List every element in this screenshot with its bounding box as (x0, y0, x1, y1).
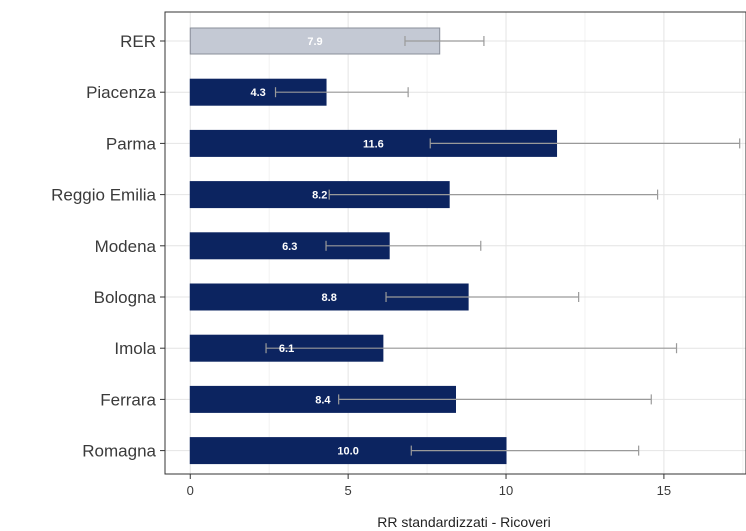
data-label: 8.2 (312, 190, 327, 202)
y-tick-label: Bologna (94, 288, 157, 307)
x-tick-label: 5 (345, 483, 352, 498)
data-label: 4.3 (251, 87, 266, 99)
x-tick-label: 0 (187, 483, 194, 498)
data-label: 10.0 (337, 446, 358, 458)
y-tick-label: Modena (95, 237, 157, 256)
x-axis-title: RR standardizzati - Ricoveri (377, 514, 551, 530)
y-tick-label: Piacenza (86, 83, 156, 102)
bars (189, 27, 558, 465)
plot-frame (164, 11, 746, 475)
data-label: 11.6 (363, 138, 384, 150)
bar (189, 27, 441, 55)
y-tick-label: Imola (114, 339, 156, 358)
x-tick-label: 10 (499, 483, 513, 498)
data-label: 7.9 (307, 36, 322, 48)
y-axis-ticks: RER Piacenza Parma Reggio Emilia Modena Bolog… (51, 32, 165, 461)
data-label: 8.4 (315, 394, 331, 406)
x-axis-ticks: 0 5 10 15 (187, 474, 671, 498)
x-tick-label: 15 (657, 483, 671, 498)
y-tick-label: RER (120, 32, 156, 51)
error-bars (265, 36, 741, 456)
y-tick-label: Parma (106, 134, 157, 153)
data-label: 6.1 (279, 343, 294, 355)
data-label: 6.3 (282, 241, 297, 253)
y-tick-label: Reggio Emilia (51, 186, 156, 205)
data-labels: 7.9 4.3 11.6 8.2 6.3 8.8 6.1 8.4 10.0 (251, 36, 384, 458)
y-tick-label: Ferrara (100, 390, 156, 409)
data-label: 8.8 (322, 292, 337, 304)
y-tick-label: Romagna (82, 442, 156, 461)
